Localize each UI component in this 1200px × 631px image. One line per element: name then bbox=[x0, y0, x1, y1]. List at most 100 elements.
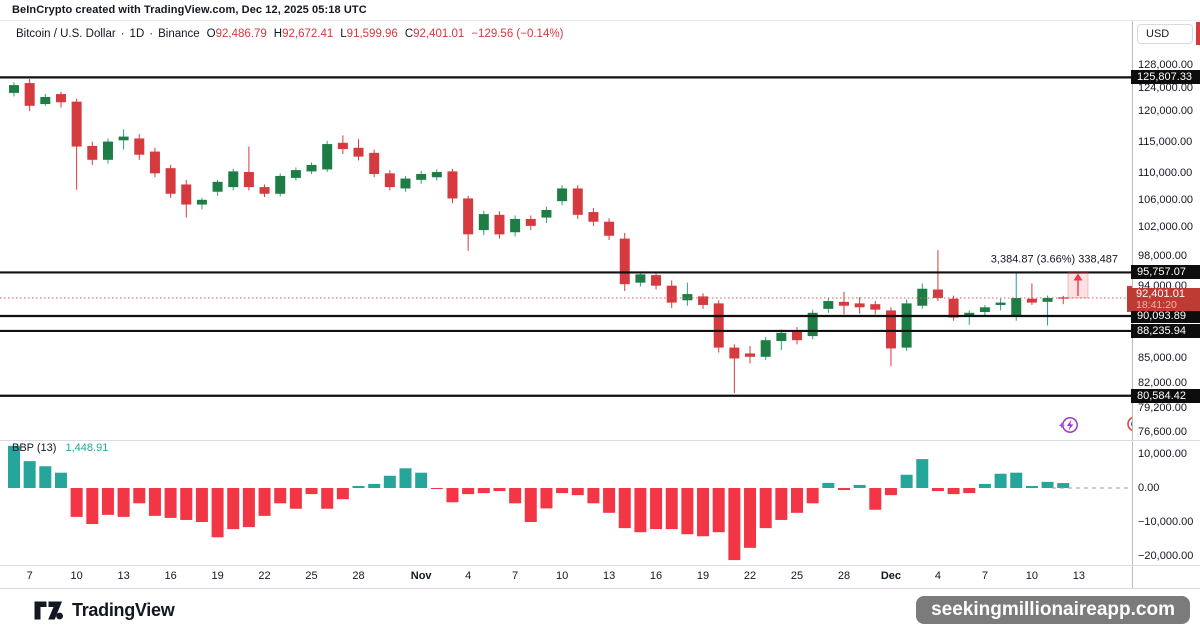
candle-down bbox=[353, 147, 364, 157]
candle-up bbox=[979, 307, 990, 313]
high-value: 92,672.41 bbox=[282, 27, 334, 40]
bbp-histogram-bar bbox=[931, 488, 944, 492]
time-axis-label: 13 bbox=[1072, 570, 1085, 582]
bbp-histogram-bar bbox=[430, 488, 443, 490]
candle-down bbox=[932, 289, 943, 298]
candle-up bbox=[228, 171, 239, 188]
candle-up bbox=[478, 214, 489, 231]
low-value: 91,599.96 bbox=[346, 27, 398, 40]
clipped-edge-element bbox=[1196, 22, 1200, 45]
bbp-histogram-bar bbox=[101, 488, 114, 515]
bbp-histogram-bar bbox=[242, 488, 255, 528]
indicator-legend[interactable]: BBP (13) 1,448.91 bbox=[12, 442, 108, 454]
price-tick-label: 102,000.00 bbox=[1138, 221, 1194, 234]
bbp-histogram-bar bbox=[415, 472, 428, 488]
price-level-label: 95,757.07 bbox=[1131, 265, 1200, 280]
bbp-tick-label: 0.00 bbox=[1138, 482, 1160, 494]
bbp-histogram-bar bbox=[665, 488, 678, 530]
bbp-histogram-bar bbox=[133, 488, 146, 504]
bbp-histogram-bar bbox=[383, 475, 396, 488]
bbp-histogram-bar bbox=[211, 488, 224, 538]
price-tick-label: 76,600.00 bbox=[1138, 426, 1187, 438]
candle-up bbox=[635, 274, 646, 283]
bbp-histogram-bar bbox=[634, 488, 647, 533]
time-axis-label: 10 bbox=[1025, 570, 1039, 582]
bbp-histogram-bar bbox=[806, 488, 819, 504]
indicator-name: BBP (13) bbox=[12, 442, 57, 454]
current-price-value: 92,401.01 bbox=[1136, 287, 1185, 300]
candle-down bbox=[1026, 298, 1037, 303]
currency-toggle-button[interactable]: USD bbox=[1137, 24, 1193, 44]
bbp-histogram-bar bbox=[195, 488, 208, 522]
bbp-histogram-bar bbox=[947, 488, 960, 495]
bbp-histogram-bar bbox=[744, 488, 757, 548]
bbp-histogram-bar bbox=[352, 485, 365, 488]
change-value: −129.56 (−0.14%) bbox=[471, 27, 564, 40]
candle-down bbox=[619, 238, 630, 285]
candle-down bbox=[87, 145, 98, 160]
tradingview-wordmark: TradingView bbox=[72, 599, 175, 620]
candle-down bbox=[165, 168, 176, 194]
bbp-histogram-bar bbox=[1041, 481, 1054, 488]
candle-down bbox=[838, 301, 849, 306]
open-value: 92,486.79 bbox=[215, 27, 267, 40]
footer-bar: TradingView seekingmillionaireapp.com bbox=[0, 589, 1200, 631]
bbp-histogram-bar bbox=[603, 488, 616, 513]
bbp-histogram-bar bbox=[399, 468, 412, 488]
candle-up bbox=[995, 302, 1006, 305]
price-tick-label: 79,200.00 bbox=[1138, 402, 1187, 415]
bbp-histogram-bar bbox=[39, 466, 52, 488]
bbp-histogram-bar bbox=[822, 482, 835, 488]
bbp-histogram-bar bbox=[618, 488, 631, 529]
candle-down bbox=[713, 303, 724, 348]
price-tick-label: 82,000.00 bbox=[1138, 377, 1187, 390]
chart-canvas[interactable]: 3,384.87 (3.66%) 338,487 bbox=[0, 0, 1132, 565]
symbol-name[interactable]: Bitcoin / U.S. Dollar bbox=[16, 27, 116, 40]
time-axis[interactable]: 7 10 13 16 19 22 25 28 Nov 4 7 10 13 16 19 22 25 28 Dec 4 7 1… bbox=[0, 565, 1132, 588]
candle-down bbox=[447, 171, 458, 199]
bbp-histogram-bar bbox=[274, 488, 287, 504]
candle-up bbox=[510, 218, 521, 233]
separator-dot: · bbox=[149, 27, 154, 40]
time-axis-label: 16 bbox=[649, 570, 663, 582]
bbp-histogram-bar bbox=[524, 488, 537, 522]
bbp-histogram-bar bbox=[587, 488, 600, 504]
candle-up bbox=[964, 312, 975, 316]
candle-up bbox=[416, 173, 427, 180]
close-label: C bbox=[404, 27, 414, 40]
bbp-histogram-bar bbox=[70, 488, 83, 517]
candle-up bbox=[1011, 297, 1022, 316]
attribution-bar: BeInCrypto created with TradingView.com,… bbox=[0, 0, 1200, 21]
interval-label[interactable]: 1D bbox=[129, 27, 145, 40]
time-axis-label: 16 bbox=[164, 570, 177, 582]
time-axis-label: 25 bbox=[790, 570, 804, 582]
bbp-histogram-bar bbox=[759, 488, 772, 529]
bbp-histogram-bar bbox=[54, 472, 67, 488]
bbp-histogram-bar bbox=[697, 488, 710, 537]
price-level-label: 90,093.89 bbox=[1131, 309, 1200, 324]
time-axis-label: 10 bbox=[70, 570, 83, 582]
candle-down bbox=[71, 101, 82, 147]
price-tick-label: 124,000.00 bbox=[1138, 81, 1194, 94]
candle-down bbox=[24, 83, 35, 106]
candle-up bbox=[682, 294, 693, 301]
exchange-label: Binance bbox=[158, 27, 200, 40]
candle-up bbox=[760, 340, 771, 357]
price-axis[interactable]: USD 128,000.00 124,000.00 120,000.00 115,00… bbox=[1127, 21, 1200, 588]
open-label: O bbox=[206, 27, 216, 40]
candle-up bbox=[196, 199, 207, 205]
bbp-histogram-bar bbox=[571, 488, 584, 496]
candle-down bbox=[948, 298, 959, 318]
candle-down bbox=[572, 188, 583, 215]
time-axis-label: 28 bbox=[352, 570, 365, 582]
candle-down bbox=[337, 142, 348, 150]
bbp-histogram-bar bbox=[462, 488, 475, 495]
time-axis-label: 13 bbox=[117, 570, 130, 582]
tradingview-logo[interactable]: TradingView bbox=[34, 599, 175, 621]
candle-down bbox=[259, 187, 270, 194]
candle-up bbox=[1042, 297, 1053, 302]
time-axis-label: 7 bbox=[981, 570, 988, 582]
lightning-bolt-glyph bbox=[1066, 419, 1074, 431]
clipped-coin-icon[interactable] bbox=[1127, 416, 1132, 432]
tradingview-logo-icon bbox=[34, 601, 63, 619]
